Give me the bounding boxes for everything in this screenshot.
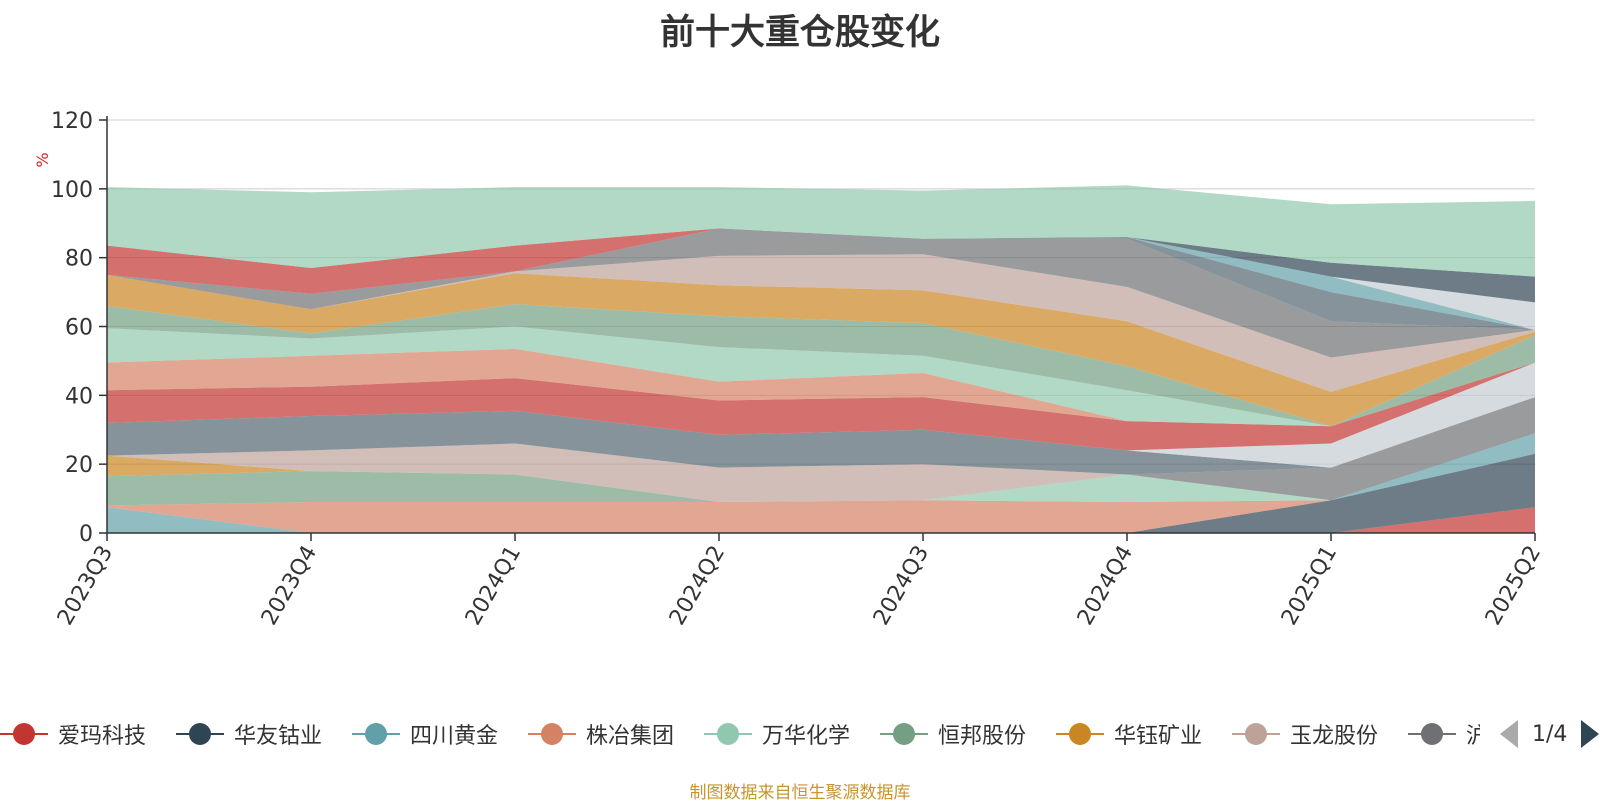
area-series-中金黄金[interactable] (107, 348, 1535, 427)
legend-marker-icon (704, 722, 752, 746)
legend-label: 恒邦股份 (938, 724, 1027, 749)
area-series-恒邦股份[interactable] (107, 433, 1535, 506)
legend-marker-icon (0, 722, 48, 746)
legend-label: 华钰矿业 (1114, 724, 1203, 749)
legend-marker-icon (176, 722, 224, 746)
x-tick-label: 2025Q1 (1277, 542, 1342, 630)
y-tick-label: 120 (51, 109, 93, 134)
legend-label: 爱玛科技 (58, 724, 147, 749)
legend-item[interactable]: 恒邦股份 (880, 716, 1026, 752)
legend-marker-icon (352, 722, 400, 746)
legend-label: 华友钴业 (234, 724, 323, 749)
area-series-洛阳钼业[interactable] (107, 273, 1535, 427)
x-tick-label: 2024Q1 (461, 542, 526, 630)
y-axis-unit-label: % (33, 152, 52, 167)
legend-label: 沪 (1466, 724, 1480, 749)
legend-label: 玉龙股份 (1290, 724, 1379, 749)
legend-label: 株冶集团 (586, 724, 675, 749)
legend-item[interactable]: 万华化学 (704, 716, 850, 752)
area-series-西部矿业[interactable] (107, 304, 1535, 427)
legend-item[interactable]: 华钰矿业 (1056, 716, 1202, 752)
area-series-其他[interactable] (107, 185, 1535, 277)
legend-item[interactable]: 华友钴业 (176, 716, 322, 752)
area-series-赤峰黄金[interactable] (107, 397, 1535, 475)
legend-marker-icon (1408, 722, 1456, 746)
area-series-灵宝黄金[interactable] (107, 397, 1535, 501)
area-series-银泰黄金[interactable] (107, 254, 1535, 392)
area-series-玉龙股份[interactable] (107, 433, 1535, 502)
area-series-云铝股份[interactable] (107, 228, 1535, 330)
x-tick-label: 2025Q2 (1481, 542, 1546, 630)
legend-marker-icon (1056, 722, 1104, 746)
x-tick-label: 2024Q2 (665, 542, 730, 630)
area-series-爱玛科技[interactable] (107, 507, 1535, 533)
legend: 爱玛科技 华友钴业 四川黄金 株冶集团 万华化学 恒邦股份 华钰矿业 玉龙股份 沪 (0, 716, 1480, 752)
area-series-盛达资源[interactable] (107, 326, 1535, 427)
y-tick-label: 20 (65, 453, 93, 478)
legend-item[interactable]: 株冶集团 (528, 716, 674, 752)
legend-label: 万华化学 (762, 724, 851, 749)
y-tick-label: 80 (65, 247, 93, 272)
chart-title: 前十大重仓股变化 (659, 13, 940, 53)
source-note: 制图数据来自恒生聚源数据库 (689, 783, 911, 803)
y-tick-label: 0 (79, 522, 93, 547)
legend-prev-page-icon[interactable] (1500, 720, 1518, 748)
legend-item[interactable]: 爱玛科技 (0, 716, 146, 752)
area-series-明泰铝业[interactable] (107, 228, 1535, 294)
legend-page-indicator: 1/4 (1532, 721, 1568, 747)
y-tick-label: 60 (65, 316, 93, 341)
area-series-湖南黄金[interactable] (107, 228, 1535, 358)
legend-next-page-icon[interactable] (1581, 720, 1600, 748)
x-tick-label: 2023Q3 (53, 542, 118, 630)
y-tick-label: 40 (65, 384, 93, 409)
legend-item[interactable]: 玉龙股份 (1232, 716, 1378, 752)
area-series-万华化学[interactable] (107, 433, 1535, 506)
area-series[interactable] (107, 185, 1535, 533)
y-tick-label: 100 (51, 178, 93, 203)
legend-marker-icon (528, 722, 576, 746)
legend-marker-icon (880, 722, 928, 746)
x-tick-label: 2023Q4 (257, 542, 322, 630)
area-series-华友钴业[interactable] (107, 453, 1535, 533)
x-tick-label: 2024Q4 (1073, 542, 1138, 630)
area-series-山金国际[interactable] (107, 362, 1535, 451)
area-series-株冶集团[interactable] (107, 433, 1535, 533)
legend-label: 四川黄金 (410, 724, 499, 749)
legend-item[interactable]: 沪 (1408, 716, 1480, 752)
legend-pager: 1/4 (1500, 716, 1600, 752)
legend-item[interactable]: 四川黄金 (352, 716, 498, 752)
legend-marker-icon (1232, 722, 1280, 746)
area-series-海亮股份[interactable] (107, 228, 1535, 303)
x-tick-label: 2024Q3 (869, 542, 934, 630)
